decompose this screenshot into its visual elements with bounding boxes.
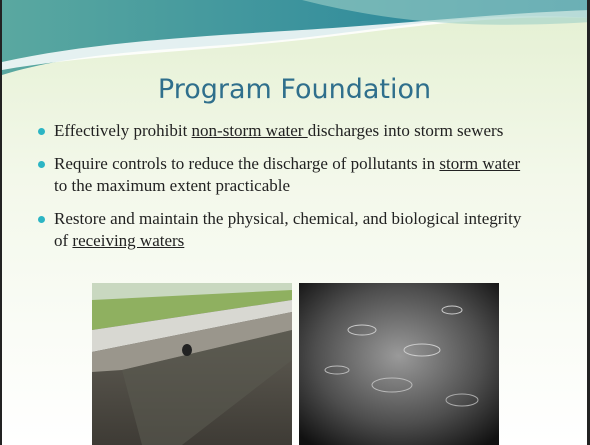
slide: Program Foundation Effectively prohibit …: [0, 0, 590, 445]
underlined-term: non-storm water: [192, 121, 308, 140]
bullet-text: Effectively prohibit: [54, 121, 192, 140]
photo-rain: [299, 283, 499, 445]
bullet-list: Effectively prohibit non-storm water dis…: [36, 120, 536, 263]
underlined-term: receiving waters: [72, 231, 184, 250]
slide-title: Program Foundation: [2, 74, 587, 105]
bullet-text: discharges into storm sewers: [308, 121, 504, 140]
bullet-text: Require controls to reduce the discharge…: [54, 154, 439, 173]
bullet-item: Require controls to reduce the discharge…: [36, 153, 536, 197]
bullet-item: Effectively prohibit non-storm water dis…: [36, 120, 536, 142]
photo-curb: [92, 283, 292, 445]
bullet-text: to the maximum extent practicable: [54, 176, 290, 195]
underlined-term: storm water: [439, 154, 520, 173]
bullet-item: Restore and maintain the physical, chemi…: [36, 208, 536, 252]
